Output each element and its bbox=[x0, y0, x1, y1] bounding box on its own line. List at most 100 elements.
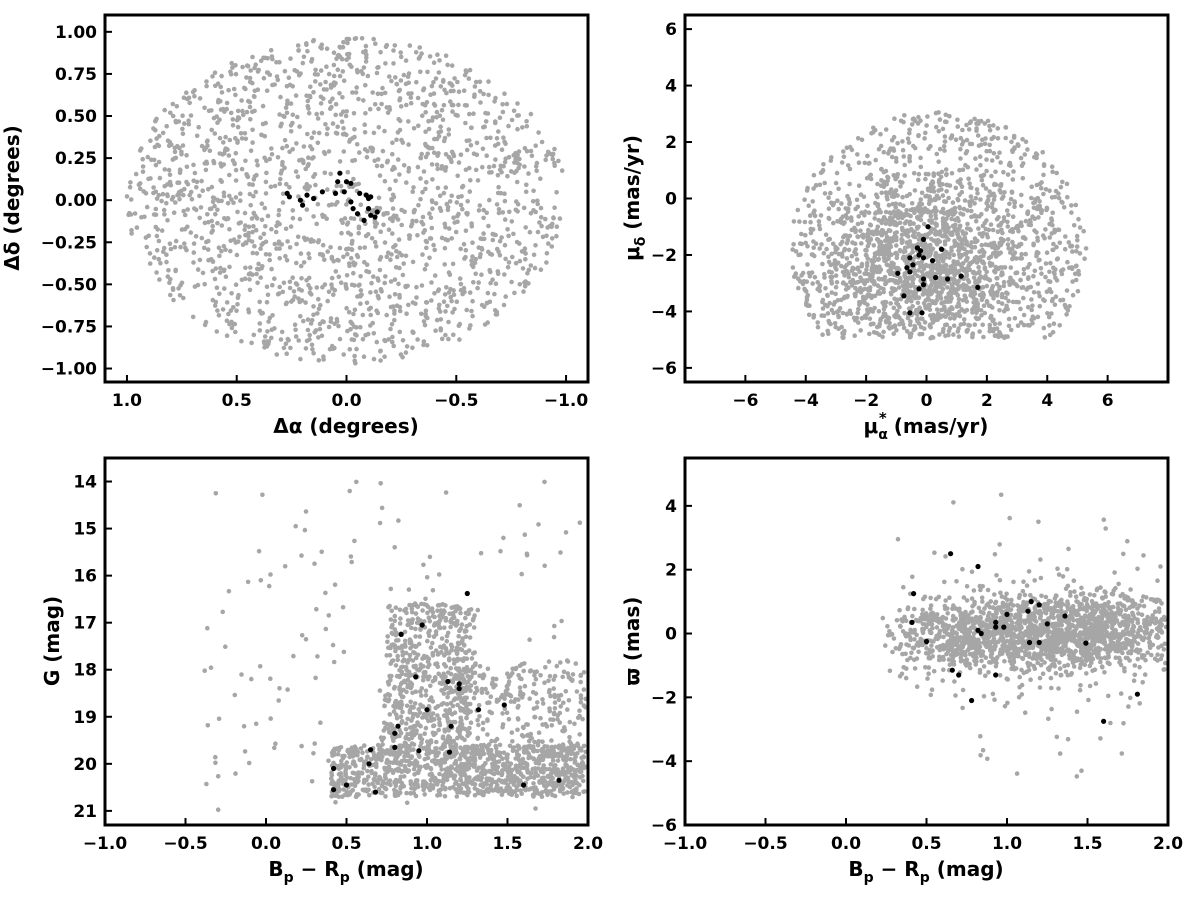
field-star-point bbox=[826, 216, 832, 222]
field-star-point bbox=[873, 157, 878, 163]
field-star-point bbox=[247, 277, 252, 282]
field-star-point bbox=[434, 109, 440, 115]
field-star-point bbox=[537, 220, 542, 225]
field-star-point bbox=[864, 260, 870, 266]
field-star-point bbox=[445, 207, 451, 213]
field-star-point bbox=[376, 125, 382, 130]
field-star-point bbox=[380, 85, 385, 91]
field-star-point bbox=[371, 356, 377, 362]
field-star-point bbox=[249, 216, 255, 221]
field-star-point bbox=[1044, 207, 1049, 213]
field-star-point bbox=[333, 269, 339, 274]
field-star-point bbox=[304, 181, 310, 187]
field-star-point bbox=[235, 115, 241, 120]
field-star-point bbox=[883, 127, 889, 132]
field-star-point bbox=[949, 286, 954, 292]
field-star-point bbox=[829, 200, 834, 206]
field-star-point bbox=[153, 118, 158, 123]
field-star-point bbox=[368, 290, 373, 295]
field-star-point bbox=[1001, 169, 1006, 175]
field-star-point bbox=[959, 241, 965, 247]
field-star-point bbox=[512, 290, 517, 296]
field-star-point bbox=[812, 274, 818, 280]
field-star-point bbox=[370, 149, 375, 154]
field-star-point bbox=[934, 151, 940, 157]
field-star-point bbox=[334, 56, 339, 62]
field-star-point bbox=[862, 213, 867, 218]
field-star-point bbox=[544, 153, 549, 158]
field-star-point bbox=[559, 618, 564, 624]
field-star-point bbox=[535, 198, 540, 204]
field-star-point bbox=[955, 117, 960, 123]
field-star-point bbox=[267, 252, 272, 257]
field-star-point bbox=[872, 267, 878, 273]
field-star-point bbox=[436, 151, 441, 156]
field-star-point bbox=[467, 138, 472, 143]
field-star-point bbox=[484, 153, 490, 158]
field-star-point bbox=[407, 43, 413, 48]
field-star-point bbox=[994, 276, 999, 281]
field-star-point bbox=[446, 132, 452, 137]
field-star-point bbox=[325, 298, 331, 304]
field-star-point bbox=[506, 260, 512, 265]
field-star-point bbox=[262, 133, 268, 139]
field-star-point bbox=[506, 123, 511, 129]
field-star-point bbox=[347, 137, 353, 143]
field-star-point bbox=[182, 212, 188, 218]
field-star-point bbox=[221, 268, 227, 274]
field-star-point bbox=[855, 310, 860, 316]
field-star-point bbox=[831, 302, 837, 307]
field-star-point bbox=[254, 251, 260, 256]
field-star-point bbox=[428, 683, 433, 689]
field-star-point bbox=[995, 245, 1001, 251]
field-star-point bbox=[165, 138, 171, 143]
field-star-point bbox=[462, 737, 467, 743]
field-star-point bbox=[1073, 277, 1079, 283]
field-star-point bbox=[980, 137, 985, 143]
field-star-point bbox=[531, 208, 536, 213]
field-star-point bbox=[322, 170, 328, 176]
field-star-point bbox=[469, 308, 474, 314]
field-star-point bbox=[922, 326, 927, 331]
field-star-point bbox=[889, 286, 895, 291]
member-star-point bbox=[286, 194, 292, 200]
field-star-point bbox=[180, 131, 186, 137]
field-star-point bbox=[485, 111, 491, 116]
field-star-point bbox=[167, 241, 173, 246]
field-star-point bbox=[196, 124, 201, 130]
field-star-point bbox=[279, 168, 285, 174]
field-star-point bbox=[430, 177, 435, 182]
field-star-point bbox=[270, 313, 275, 318]
member-star-point bbox=[304, 192, 310, 198]
field-star-point bbox=[428, 215, 434, 220]
field-star-point bbox=[861, 296, 866, 302]
field-star-point bbox=[210, 259, 216, 265]
field-star-point bbox=[964, 122, 969, 128]
field-star-point bbox=[438, 124, 443, 129]
field-star-point bbox=[1018, 277, 1023, 283]
field-star-point bbox=[511, 108, 517, 114]
field-star-point bbox=[294, 141, 299, 146]
field-star-point bbox=[907, 322, 913, 328]
field-star-point bbox=[344, 109, 350, 114]
field-star-point bbox=[1006, 212, 1011, 218]
field-star-point bbox=[262, 155, 267, 161]
field-star-point bbox=[480, 727, 486, 732]
field-star-point bbox=[410, 330, 416, 336]
field-star-point bbox=[858, 228, 863, 233]
field-star-point bbox=[418, 69, 423, 75]
field-star-point bbox=[284, 143, 290, 149]
field-star-point bbox=[464, 715, 469, 721]
field-star-point bbox=[964, 137, 970, 143]
field-star-point bbox=[446, 154, 452, 160]
field-star-point bbox=[940, 253, 945, 258]
field-star-point bbox=[995, 126, 1001, 131]
field-star-point bbox=[887, 320, 892, 326]
field-star-point bbox=[331, 50, 337, 55]
field-star-point bbox=[552, 146, 557, 152]
x-tick-label: 0 bbox=[921, 391, 933, 411]
field-star-point bbox=[942, 119, 948, 124]
field-star-point bbox=[481, 304, 487, 310]
field-star-point bbox=[955, 196, 960, 202]
field-star-point bbox=[1063, 305, 1069, 310]
